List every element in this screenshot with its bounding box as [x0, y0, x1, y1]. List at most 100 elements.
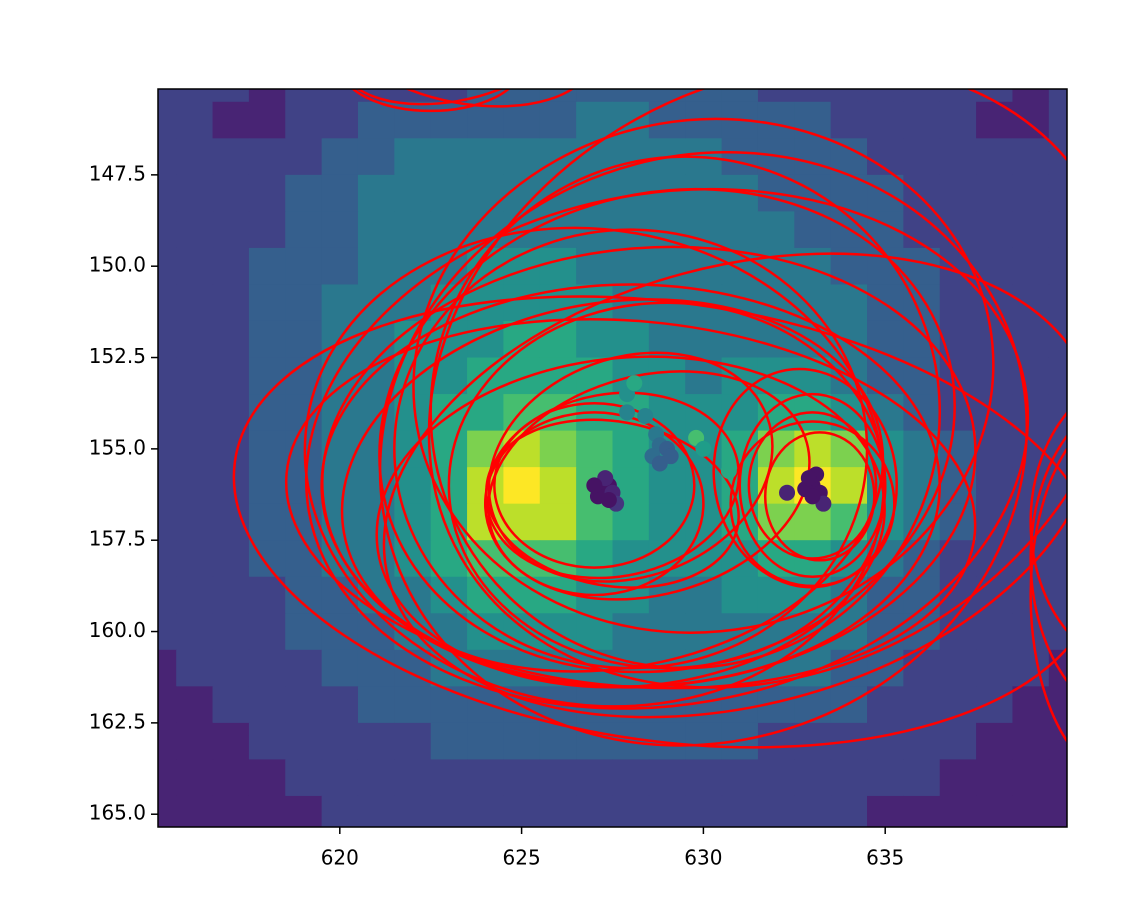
heatmap-cell — [794, 138, 832, 176]
heatmap-cell — [248, 467, 286, 505]
heatmap-cell — [248, 138, 286, 176]
heatmap-cell — [685, 759, 723, 797]
heatmap-cell — [576, 613, 613, 651]
heatmap-cell — [248, 211, 286, 249]
heatmap-cell — [976, 174, 1013, 212]
heatmap-cell — [430, 138, 468, 176]
heatmap-cell — [285, 613, 323, 651]
heatmap-cell — [212, 722, 250, 760]
y-tick-label: 165.0 — [89, 801, 146, 825]
heatmap-cell — [503, 467, 541, 505]
heatmap-cell — [576, 430, 613, 468]
heatmap-cell — [794, 89, 832, 103]
heatmap-cell — [212, 467, 250, 505]
heatmap-cell — [158, 576, 177, 614]
heatmap-cell — [321, 138, 359, 176]
scatter-point — [695, 440, 712, 457]
heatmap-cell — [212, 686, 250, 724]
heatmap-cell — [830, 101, 868, 139]
heatmap-cell — [867, 759, 904, 797]
heatmap-cell — [248, 722, 286, 760]
heatmap-cell — [176, 613, 214, 651]
heatmap-cell — [248, 101, 286, 139]
heatmap-cell — [757, 89, 795, 103]
heatmap-cell — [467, 101, 504, 139]
heatmap-cell — [158, 613, 177, 651]
heatmap-cell — [1048, 211, 1067, 249]
heatmap-cell — [830, 759, 868, 797]
heatmap-cell — [1048, 174, 1067, 212]
heatmap-cell — [757, 211, 795, 249]
heatmap-cell — [285, 503, 323, 541]
heatmap-cell — [721, 89, 759, 103]
heatmap-cell — [976, 467, 1013, 505]
heatmap-cell — [176, 686, 214, 724]
ellipse — [493, 401, 696, 569]
heatmap-cell — [903, 795, 941, 827]
heatmap-cell — [721, 211, 759, 249]
heatmap-cell — [176, 101, 214, 139]
heatmap-cell — [430, 686, 468, 724]
heatmap-cell — [176, 89, 214, 103]
scatter-point — [804, 488, 821, 505]
heatmap-cell — [685, 89, 723, 103]
heatmap-cell — [212, 430, 250, 468]
heatmap-cell — [903, 686, 941, 724]
heatmap-cell — [757, 101, 795, 139]
heatmap-cell — [867, 795, 904, 827]
heatmap-cell — [903, 320, 941, 359]
heatmap-cell — [576, 320, 613, 359]
heatmap-cell — [976, 686, 1013, 724]
heatmap-cell — [176, 430, 214, 468]
heatmap-cell — [467, 576, 504, 614]
heatmap-cell — [721, 576, 759, 614]
heatmap-cell — [939, 174, 977, 212]
heatmap-cell — [503, 138, 541, 176]
heatmap-cell — [176, 759, 214, 797]
heatmap-cell — [394, 211, 432, 249]
heatmap-cell — [158, 138, 177, 176]
heatmap-cell — [903, 101, 941, 139]
heatmap-cell — [976, 613, 1013, 651]
heatmap-cell — [394, 174, 432, 212]
heatmap-cell — [648, 759, 686, 797]
heatmap-cell — [1048, 795, 1067, 827]
heatmap-cell — [212, 649, 250, 687]
heatmap-cell — [158, 467, 177, 505]
heatmap-cell — [212, 795, 250, 827]
heatmap-cell — [867, 89, 904, 103]
heatmap-cell — [394, 89, 432, 103]
heatmap-cell — [158, 89, 177, 103]
heatmap-cell — [976, 138, 1013, 176]
heatmap-cell — [285, 686, 323, 724]
heatmap-cell — [939, 722, 977, 760]
heatmap-cell — [357, 138, 395, 176]
heatmap-cell — [430, 430, 468, 468]
heatmap-cell — [939, 89, 977, 103]
heatmap-cell — [1048, 394, 1067, 432]
heatmap-cell — [176, 576, 214, 614]
heatmap-cell — [357, 795, 395, 827]
heatmap-cell — [685, 174, 723, 212]
heatmap-cell — [648, 467, 686, 505]
heatmap-cell — [176, 394, 214, 432]
heatmap-cell — [321, 795, 359, 827]
heatmap-cell — [976, 503, 1013, 541]
heatmap-cell — [394, 138, 432, 176]
heatmap-cell — [830, 138, 868, 176]
heatmap-cell — [1012, 430, 1050, 468]
heatmap-cell — [1012, 394, 1050, 432]
heatmap-cell — [903, 138, 941, 176]
heatmap-cell — [321, 89, 359, 103]
heatmap-cell — [539, 138, 577, 176]
heatmap-cell — [158, 540, 177, 578]
heatmap-cell — [285, 320, 323, 359]
heatmap-cell — [1012, 101, 1050, 139]
heatmap-cell — [1048, 357, 1067, 395]
x-tick-label: 625 — [503, 846, 541, 870]
heatmap-cell — [867, 320, 904, 359]
heatmap-cell — [648, 357, 686, 395]
heatmap-cell — [612, 613, 650, 651]
heatmap-cell — [285, 467, 323, 505]
heatmap-cell — [1048, 576, 1067, 614]
